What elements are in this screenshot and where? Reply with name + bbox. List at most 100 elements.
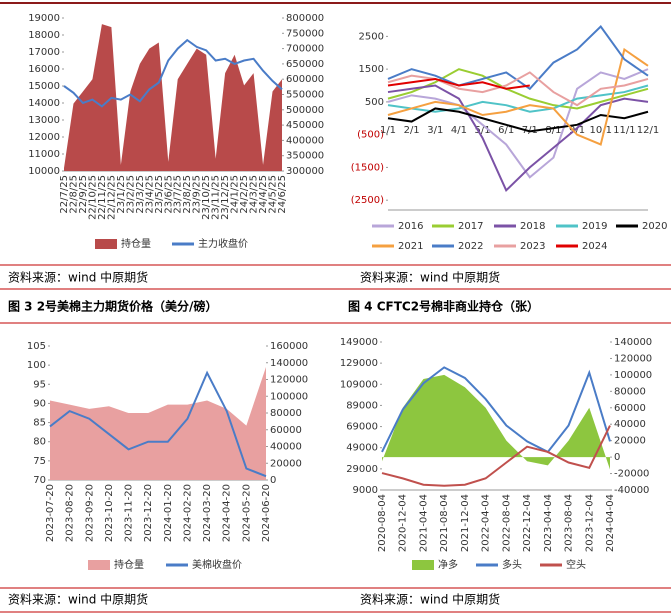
y2-tick-label: 140000 [270,358,308,369]
y-tick-label: (500) [357,130,384,141]
y-tick-label: 1500 [359,64,384,75]
x-tick-label: 22/9/25 [78,175,89,214]
y2-tick-label: 0 [614,452,620,463]
x-tick-label: 24/4/25 [258,175,269,214]
y-tick-label: 75 [33,456,46,467]
x-tick-label: 5/1 [474,125,490,136]
x-tick-label: 2/1 [404,125,420,136]
line [387,47,649,146]
x-tick-label: 23/8/25 [182,175,193,214]
x-tick-label: 2023-11-20 [124,484,135,542]
y-tick-label: 2500 [359,31,384,42]
x-tick-label: 4/1 [451,125,467,136]
y2-tick-label: 120000 [270,375,308,386]
y-tick-label: 105 [27,341,46,352]
x-tick-label: 23/5/25 [154,175,165,214]
x-tick-label: 2024-04-04 [605,494,616,552]
legend-label: 2021 [398,241,423,252]
x-tick-label: 2023-07-20 [45,484,56,542]
legend-label: 2018 [520,221,545,232]
source: 资料来源：wind 中原期货 [360,270,500,285]
legend-label: 2019 [582,221,607,232]
line [387,71,649,107]
x-tick-label: 22/10/25 [87,175,98,220]
legend-swatch [88,560,110,570]
x-tick-label: 24/3/25 [249,175,260,214]
line [49,370,267,478]
line [387,77,530,90]
x-tick-label: 2023-08-20 [65,484,76,542]
y-tick-label: 89000 [346,400,378,411]
y-tick-label: 16000 [28,64,60,75]
source: 资料来源：wind 中原期货 [8,270,148,285]
line [381,425,611,487]
area [50,366,266,480]
x-tick-label: 12/1 [637,125,659,136]
y2-tick-label: -40000 [614,485,649,496]
line [387,107,649,133]
x-tick-label: 22/12/25 [106,175,117,220]
legend-label: 2017 [458,221,483,232]
legend-label: 多头 [502,558,522,571]
y2-tick-label: 100000 [614,370,652,381]
y-tick-label: 19000 [28,13,60,24]
y-tick-label: 13000 [28,115,60,126]
area [382,374,610,470]
y2-tick-label: 40000 [614,419,646,430]
y-tick-label: 129000 [340,358,378,369]
legend-label: 2020 [642,221,667,232]
y2-tick-label: 100000 [270,391,308,402]
y2-tick-label: 20000 [614,436,646,447]
legend-label: 2023 [520,241,545,252]
y2-tick-label: 140000 [614,337,652,348]
legend-label: 美棉收盘价 [192,558,242,571]
y-tick-label: 69000 [346,422,378,433]
legend-label: 空头 [566,558,586,571]
x-tick-label: 23/7/25 [173,175,184,214]
y-tick-label: 90 [33,398,46,409]
x-tick-label: 2024-05-20 [241,484,252,542]
y2-tick-label: 120000 [614,353,652,364]
x-tick-label: 22/7/25 [59,175,70,214]
x-tick-label: 1/1 [380,125,396,136]
figure-title: 图 4 CFTC2号棉非商业持仓（张） [348,299,539,314]
x-tick-label: 2024-03-20 [202,484,213,542]
x-tick-label: 2022-08-04 [501,494,512,552]
x-tick-label: 2020-12-04 [398,494,409,552]
area [64,24,282,172]
x-tick-label: 24/2/25 [239,175,250,214]
x-tick-label: 22/11/25 [97,175,108,220]
y-tick-label: (1500) [351,162,384,173]
y2-tick-label: 450000 [286,120,324,131]
line [387,84,649,193]
y-tick-label: 85 [33,418,46,429]
y-tick-label: 149000 [340,337,378,348]
y-tick-label: 500 [365,97,384,108]
y2-tick-label: 80000 [270,408,302,419]
x-tick-label: 2022-04-04 [481,494,492,552]
x-tick-label: 2024-02-20 [182,484,193,542]
legend-label: 主力收盘价 [198,237,248,250]
y-tick-label: 12000 [28,132,60,143]
y2-tick-label: 800000 [286,13,324,24]
legend-label: 2024 [582,241,607,252]
x-tick-label: 23/12/25 [220,175,231,220]
legend-swatch [412,560,434,570]
y2-tick-label: 20000 [270,458,302,469]
x-tick-label: 23/11/25 [211,175,222,220]
x-tick-label: 24/5/25 [268,175,279,214]
y-tick-label: 15000 [28,81,60,92]
y-tick-label: 95 [33,379,46,390]
y2-tick-label: 80000 [614,386,646,397]
y2-tick-label: 500000 [286,105,324,116]
source: 资料来源：wind 中原期货 [8,592,148,607]
legend-swatch [95,239,117,249]
y-tick-label: 70 [33,475,46,486]
y2-tick-label: 400000 [286,135,324,146]
y2-tick-label: 300000 [286,166,324,177]
x-tick-label: 23/10/25 [201,175,212,220]
figure-title: 图 3 2号美棉主力期货价格（美分/磅） [8,299,217,314]
x-tick-label: 2023-12-20 [143,484,154,542]
x-tick-label: 22/8/25 [68,175,79,214]
y2-tick-label: 550000 [286,90,324,101]
